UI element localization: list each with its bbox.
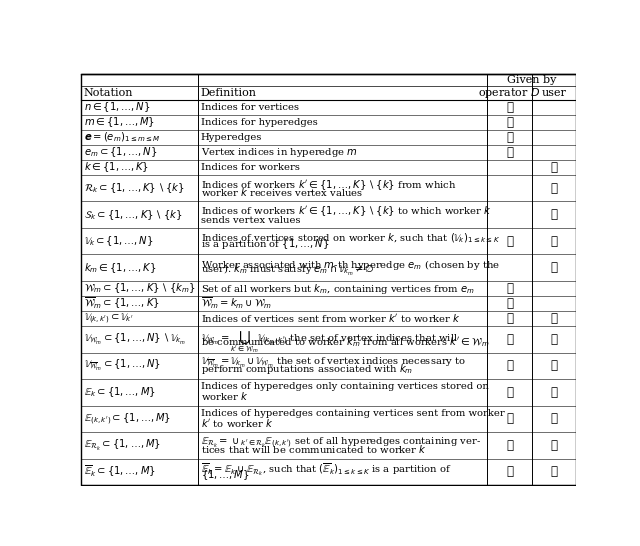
Text: $k \in \{1,\ldots,K\}$: $k \in \{1,\ldots,K\}$ [84,161,149,174]
Text: ✓: ✓ [550,312,557,325]
Text: ✓: ✓ [506,439,513,452]
Text: $\mathbb{E}_{\mathcal{R}_k} = \cup_{k'\in\mathcal{R}_k}\mathbb{E}_{(k,k')}$ set : $\mathbb{E}_{\mathcal{R}_k} = \cup_{k'\i… [200,435,481,450]
Text: $\overline{\mathcal{W}}_m = k_m \cup \mathcal{W}_m$: $\overline{\mathcal{W}}_m = k_m \cup \ma… [200,296,272,311]
Text: ✓: ✓ [550,412,557,425]
Text: $\overline{\mathbb{E}}_k = \mathbb{E}_k \cup \mathbb{E}_{\mathcal{R}_k}$, such t: $\overline{\mathbb{E}}_k = \mathbb{E}_k … [200,462,451,478]
Text: ✓: ✓ [550,182,557,195]
Text: ✓: ✓ [506,235,513,248]
Text: ✓: ✓ [550,439,557,452]
Text: sends vertex values: sends vertex values [200,216,300,225]
Text: Indices of hyperedges containing vertices sent from worker: Indices of hyperedges containing vertice… [200,409,504,418]
Text: $\boldsymbol{e} = (e_m)_{1 \leq m \leq M}$: $\boldsymbol{e} = (e_m)_{1 \leq m \leq M… [84,130,161,144]
Text: ✓: ✓ [506,386,513,399]
Text: $k_m \in \{1,\ldots,K\}$: $k_m \in \{1,\ldots,K\}$ [84,261,156,275]
Text: Notation: Notation [84,88,134,98]
Text: operator $D$: operator $D$ [478,86,541,100]
Text: worker $k$ receives vertex values: worker $k$ receives vertex values [200,186,363,198]
Text: ✓: ✓ [506,101,513,114]
Text: tices that will be communicated to worker $k$: tices that will be communicated to worke… [200,443,426,455]
Text: Hyperedges: Hyperedges [200,133,262,142]
Text: ✓: ✓ [506,146,513,159]
Text: Indices of vertices stored on worker $k$, such that $(\mathbb{V}_k)_{1\leq k\leq: Indices of vertices stored on worker $k$… [200,231,500,245]
Text: ✓: ✓ [506,412,513,425]
Text: Indices for workers: Indices for workers [200,163,300,172]
Text: ✓: ✓ [550,359,557,372]
Text: $\overline{\mathcal{W}}_m \subset \{1,\ldots,K\}$: $\overline{\mathcal{W}}_m \subset \{1,\l… [84,296,160,311]
Text: $\overline{\mathbb{E}}_k \subset \{1,\ldots,M\}$: $\overline{\mathbb{E}}_k \subset \{1,\ld… [84,464,156,479]
Text: ✓: ✓ [506,131,513,144]
Text: $\mathbb{E}_{(k,k')} \subset \{1,\ldots,M\}$: $\mathbb{E}_{(k,k')} \subset \{1,\ldots,… [84,411,171,426]
Text: ✓: ✓ [550,261,557,274]
Text: $\mathcal{W}_m \subset \{1,\ldots,K\} \setminus \{k_m\}$: $\mathcal{W}_m \subset \{1,\ldots,K\} \s… [84,282,196,295]
Text: ✓: ✓ [506,465,513,478]
Text: ✓: ✓ [506,312,513,325]
Text: Indices for vertices: Indices for vertices [200,103,298,112]
Text: worker $k$: worker $k$ [200,390,248,402]
Text: ✓: ✓ [550,465,557,478]
Text: Definition: Definition [200,88,257,98]
Text: $e_m \subset \{1,\ldots,N\}$: $e_m \subset \{1,\ldots,N\}$ [84,146,157,159]
Text: $k'$ to worker $k$: $k'$ to worker $k$ [200,417,273,429]
Text: $\mathbb{E}_k \subset \{1,\ldots,M\}$: $\mathbb{E}_k \subset \{1,\ldots,M\}$ [84,385,156,399]
Text: Worker associated with $m$-th hyperedge $e_m$ (chosen by the: Worker associated with $m$-th hyperedge … [200,258,499,272]
Text: ✓: ✓ [506,333,513,346]
Text: $\mathbb{V}_{\overline{\mathcal{W}}_m} = \mathbb{V}_{k_m} \cup \mathbb{V}_{\math: $\mathbb{V}_{\overline{\mathcal{W}}_m} =… [200,355,466,370]
Text: user: user [541,88,566,98]
Text: $\mathbb{E}_{\mathcal{R}_k} \subset \{1,\ldots,M\}$: $\mathbb{E}_{\mathcal{R}_k} \subset \{1,… [84,438,161,453]
Text: Indices of workers $k'\in\{1,\ldots,K\}\setminus\{k\}$ to which worker $k$: Indices of workers $k'\in\{1,\ldots,K\}\… [200,205,491,218]
Text: $\mathcal{R}_k \subset \{1,\ldots,K\} \setminus \{k\}$: $\mathcal{R}_k \subset \{1,\ldots,K\} \s… [84,181,185,195]
Text: Vertex indices in hyperedge $m$: Vertex indices in hyperedge $m$ [200,146,357,159]
Text: Indices of hyperedges only containing vertices stored on: Indices of hyperedges only containing ve… [200,382,488,391]
Text: Given by: Given by [507,75,556,85]
Text: $\mathbb{V}_{\mathcal{W}_m} = \bigcup_{k'\in\mathcal{W}_m} \mathbb{V}_{(k_m,k')}: $\mathbb{V}_{\mathcal{W}_m} = \bigcup_{k… [200,329,458,355]
Text: $\mathbb{V}_k \subset \{1,\ldots,N\}$: $\mathbb{V}_k \subset \{1,\ldots,N\}$ [84,234,154,248]
Text: Indices of vertices sent from worker $k'$ to worker $k$: Indices of vertices sent from worker $k'… [200,312,460,324]
Text: $\mathbb{V}_{(k,k')} \subset \mathbb{V}_{k'}$: $\mathbb{V}_{(k,k')} \subset \mathbb{V}_… [84,311,134,326]
Text: be communicated to worker $k_m$ from all workers $k' \in \mathcal{W}_m$: be communicated to worker $k_m$ from all… [200,336,489,349]
Text: $\mathcal{S}_k \subset \{1,\ldots,K\} \setminus \{k\}$: $\mathcal{S}_k \subset \{1,\ldots,K\} \s… [84,208,182,222]
Text: $\mathbb{V}_{\mathcal{W}_m} \subset \{1,\ldots,N\} \setminus \mathbb{V}_{k_m}$: $\mathbb{V}_{\mathcal{W}_m} \subset \{1,… [84,332,186,347]
Text: $m \in \{1,\ldots,M\}$: $m \in \{1,\ldots,M\}$ [84,116,155,129]
Text: ✓: ✓ [506,282,513,295]
Text: ✓: ✓ [550,208,557,221]
Text: ✓: ✓ [550,235,557,248]
Text: Set of all workers but $k_m$, containing vertices from $e_m$: Set of all workers but $k_m$, containing… [200,282,475,295]
Text: ✓: ✓ [506,359,513,372]
Text: Indices of workers $k' \in \{1,\ldots,K\} \setminus \{k\}$ from which: Indices of workers $k' \in \{1,\ldots,K\… [200,178,456,192]
Text: ✓: ✓ [550,161,557,174]
Text: user). $k_m$ must satisfy $e_m \cap \mathbb{V}_{k_m} \neq \varnothing$: user). $k_m$ must satisfy $e_m \cap \mat… [200,263,374,278]
Text: $\{1,\ldots,M\}$: $\{1,\ldots,M\}$ [200,468,250,482]
Text: ✓: ✓ [506,116,513,129]
Text: perform computations associated with $k_m$: perform computations associated with $k_… [200,362,413,376]
Text: $n \in \{1,\ldots,N\}$: $n \in \{1,\ldots,N\}$ [84,100,150,115]
Text: $\mathbb{V}_{\overline{\mathcal{W}}_m} \subset \{1,\ldots,N\}$: $\mathbb{V}_{\overline{\mathcal{W}}_m} \… [84,358,161,373]
Text: ✓: ✓ [550,386,557,399]
Text: is a partition of $\{1,\ldots,N\}$: is a partition of $\{1,\ldots,N\}$ [200,238,329,251]
Text: Indices for hyperedges: Indices for hyperedges [200,118,317,127]
Text: ✓: ✓ [506,297,513,310]
Text: ✓: ✓ [550,333,557,346]
